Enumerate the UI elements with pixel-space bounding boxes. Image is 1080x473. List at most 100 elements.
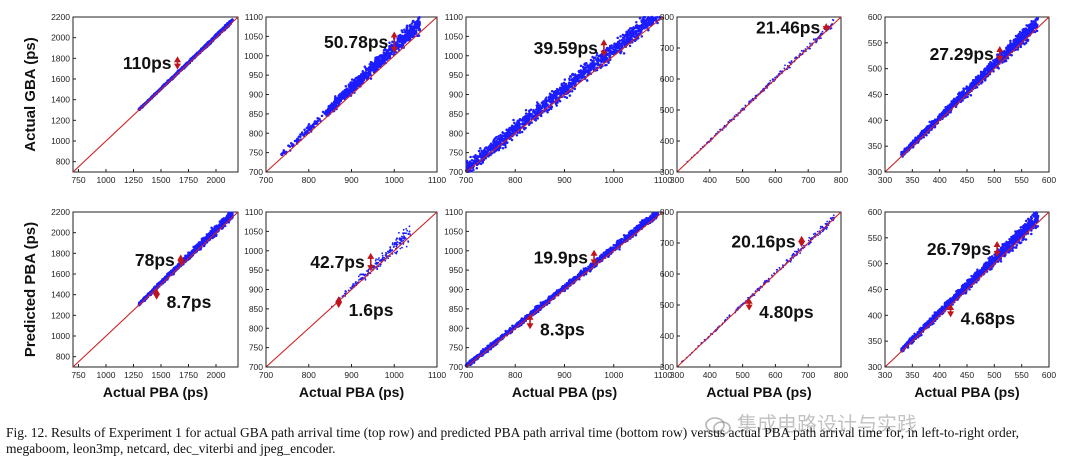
scatter-point — [628, 38, 632, 42]
panel-jpeg_encoder-r0: 300 350 400 450 500 550 6003003504004505005506… — [868, 12, 1057, 185]
scatter-point — [400, 35, 403, 38]
scatter-point — [338, 93, 342, 96]
x-tick-label: 800 — [508, 175, 522, 185]
y-tick-label: 850 — [249, 109, 263, 119]
scatter-point — [475, 166, 479, 170]
scatter-point — [293, 139, 297, 143]
scatter-point — [409, 29, 413, 32]
scatter-point — [643, 27, 646, 30]
scatter-point — [623, 40, 627, 43]
scatter-point — [536, 105, 539, 109]
scatter-point — [585, 61, 588, 65]
scatter-point — [535, 111, 539, 114]
scatter-point — [556, 101, 559, 104]
scatter-point — [481, 150, 484, 154]
scatter-point — [504, 146, 507, 149]
scatter-point — [809, 42, 811, 45]
scatter-point — [596, 64, 600, 67]
scatter-point — [620, 44, 624, 47]
scatter-point — [560, 82, 564, 86]
scatter-point — [289, 142, 293, 145]
y-tick-label: 700 — [249, 167, 263, 177]
scatter-point — [524, 112, 528, 115]
scatter-point — [365, 68, 368, 72]
scatter-point — [555, 104, 558, 107]
scatter-point — [477, 149, 481, 153]
x-tick-label: 1500 — [152, 175, 171, 185]
scatter-point — [537, 102, 540, 106]
scatter-point — [302, 133, 305, 137]
scatter-point — [637, 25, 641, 28]
delay-label: 110ps — [123, 53, 172, 73]
scatter-point — [522, 116, 525, 119]
scatter-point — [282, 151, 286, 154]
scatter-point — [592, 59, 595, 62]
y-tick-label: 950 — [249, 70, 263, 80]
scatter-point — [832, 19, 835, 22]
scatter-point — [647, 16, 650, 19]
scatter-point — [479, 147, 482, 150]
scatter-point — [607, 61, 610, 65]
scatter-point — [476, 155, 479, 158]
scatter-point — [577, 70, 581, 74]
scatter-point — [380, 62, 383, 66]
x-tick-label: 700 — [801, 175, 815, 185]
y-tick-label: 1050 — [244, 31, 263, 41]
scatter-point — [369, 73, 372, 76]
y-tick-label: 700 — [449, 167, 463, 177]
scatter-point — [495, 135, 498, 139]
scatter-point — [626, 33, 630, 36]
scatter-point — [546, 103, 549, 107]
scatter-point — [213, 35, 217, 38]
y-tick-label: 1800 — [51, 53, 70, 63]
scatter-point — [571, 83, 574, 86]
scatter-point — [637, 30, 641, 33]
scatter-point — [299, 133, 302, 136]
scatter-point — [601, 58, 605, 62]
scatter-point — [377, 62, 380, 66]
scatter-point — [914, 136, 917, 140]
scatter-point — [516, 121, 519, 124]
scatter-point — [545, 96, 548, 99]
scatter-point — [964, 87, 967, 91]
scatter-point — [569, 75, 572, 78]
scatter-point — [374, 66, 378, 69]
y-tick-label: 950 — [449, 70, 463, 80]
scatter-point — [618, 45, 621, 49]
panel-dec_viterbi-r0: 300 400 500 600 700 80030040050060070080021.4… — [660, 12, 849, 185]
scatter-point — [600, 55, 603, 59]
y-tick-label: 1100 — [445, 12, 464, 22]
scatter-point — [348, 84, 352, 87]
scatter-point — [651, 16, 654, 20]
scatter-point — [574, 78, 578, 82]
scatter-point — [388, 45, 391, 48]
x-tick-label: 600 — [768, 175, 782, 185]
scatter-point — [395, 42, 399, 45]
figure-panels: Actual GBA (ps)Predicted PBA (ps)750 1000… — [22, 12, 1057, 400]
scatter-point — [610, 52, 614, 56]
scatter-point — [474, 156, 477, 160]
scatter-point — [401, 43, 405, 47]
y-tick-label: 500 — [660, 105, 674, 115]
y-tick-label: 1000 — [244, 51, 263, 61]
scatter-point — [409, 32, 412, 35]
scatter-point — [227, 21, 230, 25]
scatter-point — [300, 131, 304, 134]
x-tick-label: 750 — [71, 175, 85, 185]
scatter-point — [385, 53, 389, 56]
scatter-point — [415, 31, 418, 35]
delay-label: 21.46ps — [756, 18, 820, 38]
scatter-point — [507, 132, 511, 135]
scatter-point — [548, 96, 551, 100]
y-tick-label: 800 — [449, 128, 463, 138]
scatter-point — [593, 63, 596, 66]
scatter-point — [649, 22, 653, 25]
scatter-point — [560, 86, 563, 89]
y-tick-label: 1200 — [51, 115, 70, 125]
scatter-point — [403, 39, 406, 43]
y-tick-label: 1100 — [245, 12, 264, 22]
x-tick-label: 900 — [344, 175, 358, 185]
scatter-point — [501, 131, 505, 135]
scatter-point — [308, 126, 312, 130]
scatter-point — [511, 130, 515, 134]
